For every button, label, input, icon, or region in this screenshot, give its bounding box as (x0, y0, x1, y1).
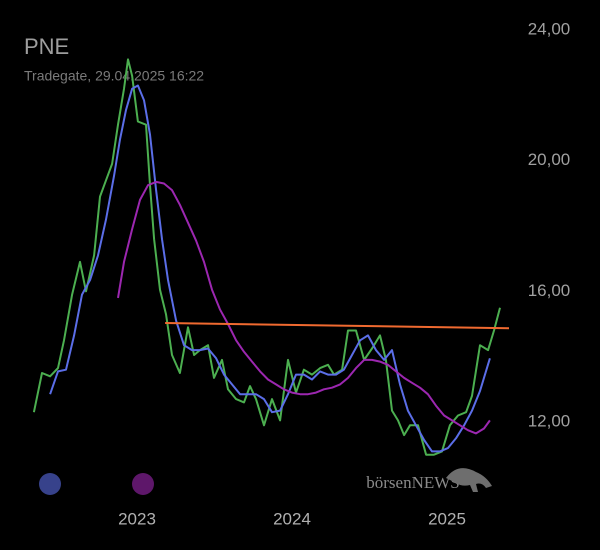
x-tick-label: 2024 (273, 509, 311, 528)
series-line (49, 84, 491, 453)
series-line (117, 180, 491, 435)
legend-dot (132, 473, 154, 495)
series-line (32, 58, 501, 456)
y-tick-label: 12,00 (528, 411, 571, 430)
legend-dot (39, 473, 61, 495)
x-tick-label: 2025 (428, 509, 466, 528)
chart-subtitle: Tradegate, 29.04.2025 16:22 (24, 68, 204, 84)
x-tick-label: 2023 (118, 509, 156, 528)
y-tick-label: 16,00 (528, 281, 571, 300)
y-tick-label: 20,00 (528, 150, 571, 169)
watermark-icon (446, 468, 492, 492)
watermark: börsenNEWS (366, 473, 459, 492)
chart-title: PNE (24, 34, 69, 59)
series-line (165, 322, 510, 330)
y-tick-label: 24,00 (528, 19, 571, 38)
